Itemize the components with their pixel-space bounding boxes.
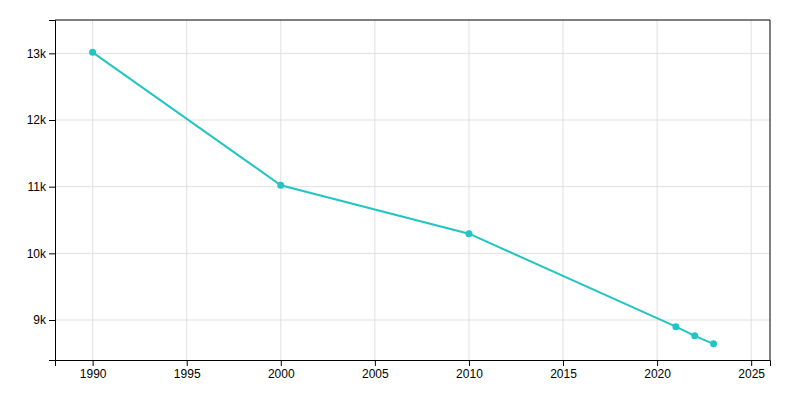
y-tick-label: 11k [28, 180, 47, 194]
grid-line-x [280, 20, 281, 360]
grid-line-y [55, 53, 770, 54]
grid-line-x [468, 20, 469, 360]
x-tick-label: 2000 [268, 367, 295, 381]
grid-line-y [55, 186, 770, 187]
point [465, 230, 472, 237]
x-tick-label: 2025 [738, 367, 765, 381]
chart: 1990 1995 2000 2005 2010 2015 2020 2025 9k 10k 11k… [0, 0, 800, 400]
y-tick-mark [49, 253, 55, 254]
x-tick-label: 1995 [174, 367, 201, 381]
x-tick-label: 2010 [456, 367, 483, 381]
line [93, 52, 714, 343]
x-tick: 2015 [550, 360, 577, 381]
y-tick-label: 9k [33, 313, 47, 327]
marks [89, 49, 717, 347]
y-tick-mark [49, 53, 55, 54]
point [710, 340, 717, 347]
x-axis: 1990 1995 2000 2005 2010 2015 2020 2025 [56, 360, 771, 381]
y-tick-label: 13k [27, 47, 47, 61]
grid-line-x [657, 20, 658, 360]
y-tick-mark [49, 120, 55, 121]
y-tick-label: 12k [27, 113, 47, 127]
x-tick-mark [375, 360, 376, 366]
x-tick: 1990 [80, 360, 107, 381]
x-tick: 1995 [174, 360, 201, 381]
y-axis-line [49, 21, 56, 361]
grid-line-y [55, 253, 770, 254]
x-tick: 2020 [644, 360, 671, 381]
x-tick-label: 2020 [644, 367, 671, 381]
x-tick-mark [93, 360, 94, 366]
x-tick-label: 2005 [362, 367, 389, 381]
x-tick: 2005 [362, 360, 389, 381]
x-tick-mark [187, 360, 188, 366]
point [89, 49, 96, 56]
x-tick-label: 2015 [550, 367, 577, 381]
point [691, 332, 698, 339]
y-tick-label: 10k [27, 247, 47, 261]
grid-line-x [751, 20, 752, 360]
x-tick-mark [281, 360, 282, 366]
grid-line-x [186, 20, 187, 360]
x-tick: 2025 [738, 360, 765, 381]
y-tick-mark [49, 320, 55, 321]
y-tick: 9k [33, 313, 55, 327]
x-tick: 2010 [456, 360, 483, 381]
x-tick-mark [657, 360, 658, 366]
y-tick: 12k [27, 113, 55, 127]
grid-line-x [563, 20, 564, 360]
y-tick: 11k [28, 180, 55, 194]
x-axis-line [56, 361, 771, 367]
frame [770, 20, 771, 360]
x-tick-mark [469, 360, 470, 366]
point [672, 323, 679, 330]
point [277, 182, 284, 189]
x-tick-mark [563, 360, 564, 366]
y-axis: 9k 10k 11k 12k 13k [27, 21, 56, 361]
plot-area: 1990 1995 2000 2005 2010 2015 2020 2025 9k 10k 11k… [27, 20, 771, 381]
grid-line-x [92, 20, 93, 360]
x-tick: 2000 [268, 360, 295, 381]
y-tick: 13k [27, 47, 55, 61]
grid-line-x [374, 20, 375, 360]
grid [55, 20, 770, 360]
x-tick-mark [751, 360, 752, 366]
y-tick-mark [49, 187, 55, 188]
grid-line-y [55, 120, 770, 121]
frame [55, 20, 770, 21]
x-tick-label: 1990 [80, 367, 107, 381]
y-tick: 10k [27, 247, 55, 261]
